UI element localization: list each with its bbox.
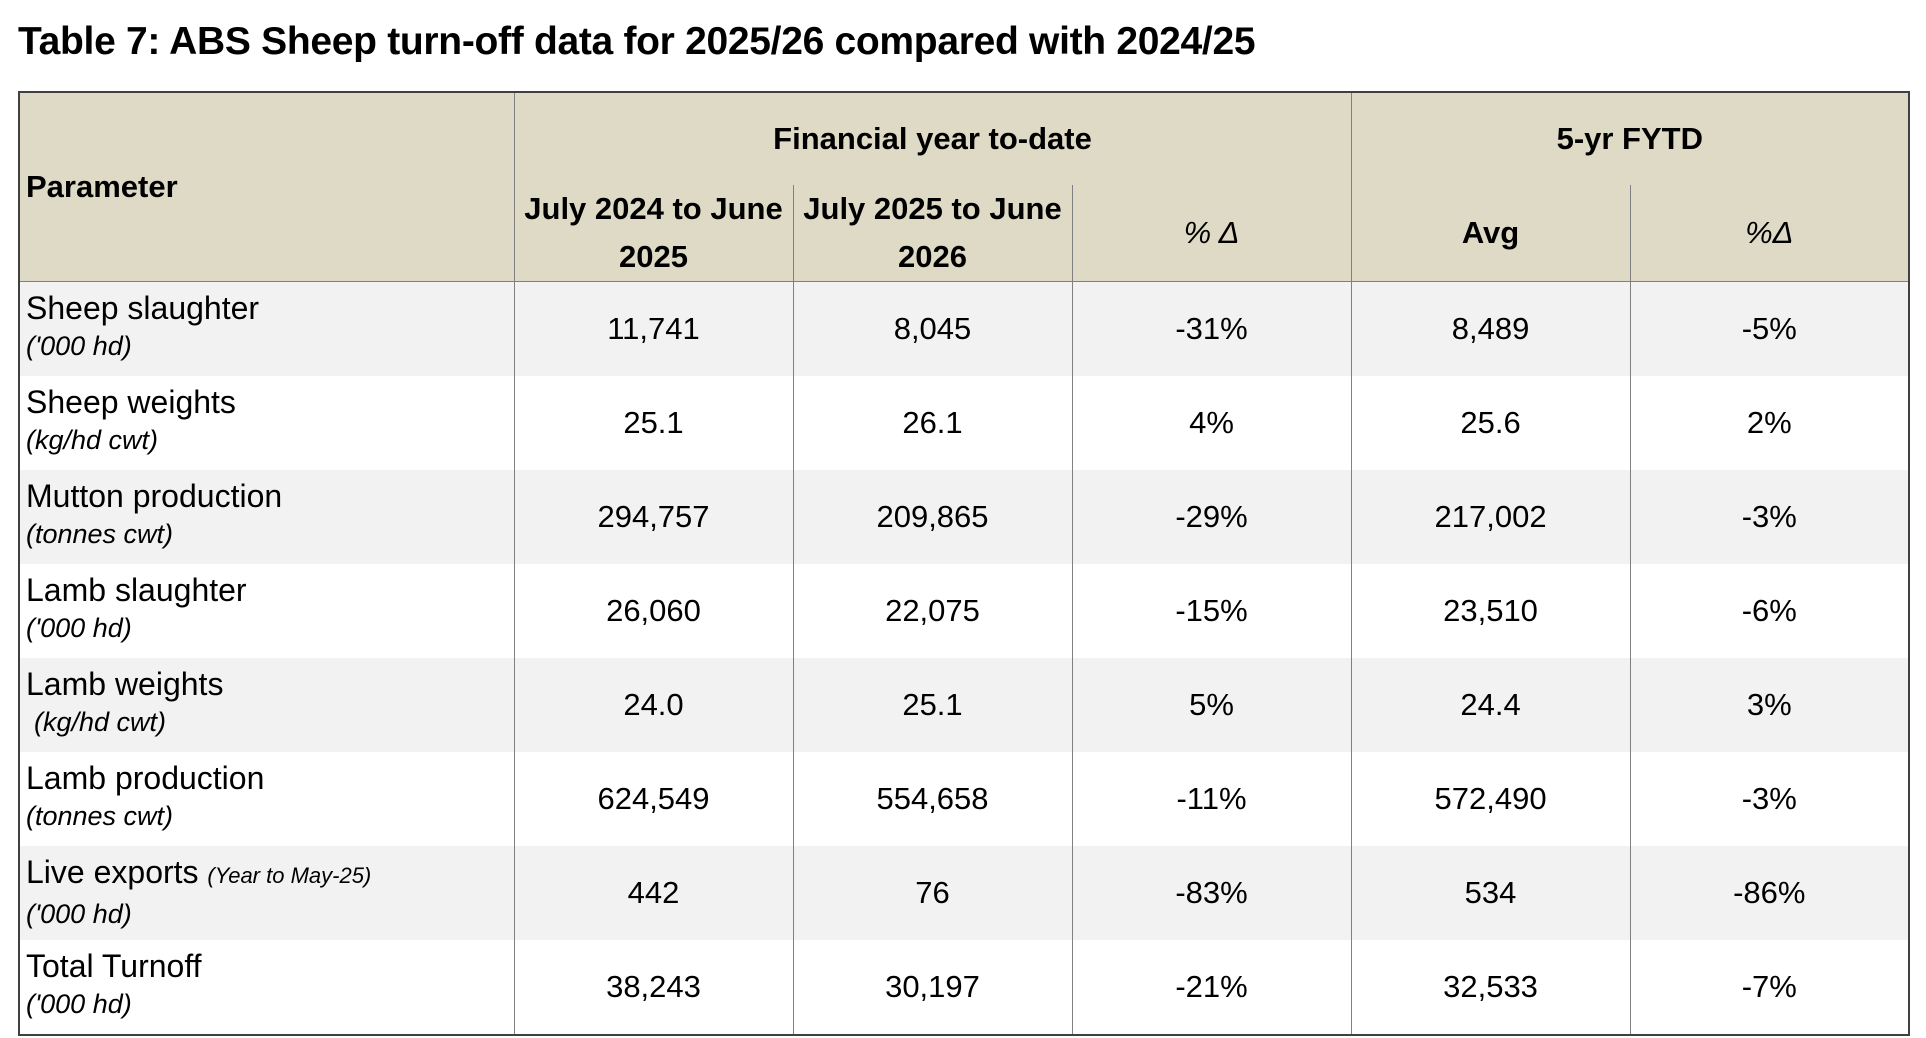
cell-2024-25: 294,757 (514, 470, 794, 564)
cell-2024-25: 624,549 (514, 752, 794, 846)
parameter-unit: (tonnes cwt) (26, 519, 174, 549)
table-row: Sheep weights (kg/hd cwt) 25.1 26.1 4% 25.6 2% (19, 376, 1910, 470)
cell-pct-change: -15% (1072, 564, 1352, 658)
cell-2024-25: 24.0 (514, 658, 794, 752)
parameter-name-line: Lamb slaughter (26, 564, 514, 610)
cell-pct-change: -31% (1072, 281, 1352, 376)
parameter-name: Lamb slaughter (26, 572, 247, 608)
table-body: Sheep slaughter ('000 hd) 11,741 8,045 -31% 8… (19, 281, 1910, 1035)
cell-5yr-pct-change: -7% (1630, 940, 1910, 1035)
cell-5yr-pct-change: -5% (1630, 281, 1910, 376)
parameter-name-line: Lamb production (26, 752, 514, 798)
cell-5yr-avg: 32,533 (1351, 940, 1631, 1035)
row-parameter: Lamb slaughter ('000 hd) (19, 564, 515, 658)
cell-2025-26: 22,075 (793, 564, 1073, 658)
parameter-unit: ('000 hd) (26, 613, 132, 643)
parameter-unit: (tonnes cwt) (26, 801, 174, 831)
parameter-unit: ('000 hd) (26, 331, 132, 361)
header-col-2025-26-line2: 2026 (898, 239, 967, 274)
parameter-unit: (kg/hd cwt) (26, 425, 159, 455)
header-col-2025-26-line1: July 2025 to June (803, 191, 1062, 226)
cell-pct-change: -11% (1072, 752, 1352, 846)
cell-5yr-pct-change: -3% (1630, 752, 1910, 846)
table-row: Lamb production (tonnes cwt) 624,549 554,65… (19, 752, 1910, 846)
parameter-unit: ('000 hd) (26, 899, 132, 929)
cell-pct-change: -29% (1072, 470, 1352, 564)
turnoff-table: Parameter Financial year to-date 5-yr FY… (18, 91, 1911, 1036)
cell-2024-25: 11,741 (514, 281, 794, 376)
table-row: Lamb slaughter ('000 hd) 26,060 22,075 -15% 2… (19, 564, 1910, 658)
cell-2025-26: 209,865 (793, 470, 1073, 564)
cell-pct-change: 4% (1072, 376, 1352, 470)
table-row: Lamb weights (kg/hd cwt) 24.0 25.1 5% 24.4 3% (19, 658, 1910, 752)
row-parameter: Lamb production (tonnes cwt) (19, 752, 515, 846)
parameter-name: Lamb production (26, 760, 265, 796)
header-col-2024-25: July 2024 to June 2025 (514, 185, 794, 282)
cell-5yr-avg: 8,489 (1351, 281, 1631, 376)
cell-5yr-pct-change: 2% (1630, 376, 1910, 470)
cell-2025-26: 26.1 (793, 376, 1073, 470)
header-col-2024-25-line2: 2025 (619, 239, 688, 274)
table-row: Sheep slaughter ('000 hd) 11,741 8,045 -31% 8… (19, 281, 1910, 376)
parameter-name: Sheep weights (26, 384, 236, 420)
cell-5yr-avg: 25.6 (1351, 376, 1631, 470)
parameter-name: Total Turnoff (26, 948, 202, 984)
header-row-groups: Parameter Financial year to-date 5-yr FY… (19, 92, 1910, 282)
cell-pct-change: -21% (1072, 940, 1352, 1035)
cell-pct-change: 5% (1072, 658, 1352, 752)
cell-2025-26: 8,045 (793, 281, 1073, 376)
cell-5yr-pct-change: -6% (1630, 564, 1910, 658)
cell-5yr-avg: 534 (1351, 846, 1631, 940)
table-row: Mutton production (tonnes cwt) 294,757 209,… (19, 470, 1910, 564)
cell-5yr-avg: 24.4 (1351, 658, 1631, 752)
header-col-2024-25-line1: July 2024 to June (524, 191, 783, 226)
header-5yr-fytd: 5-yr FYTD (1351, 92, 1910, 185)
parameter-name-line: Sheep slaughter (26, 282, 514, 328)
header-parameter: Parameter (19, 92, 515, 282)
parameter-name-line: Total Turnoff (26, 940, 514, 986)
parameter-unit: (kg/hd cwt) (34, 707, 167, 737)
row-parameter: Sheep slaughter ('000 hd) (19, 281, 515, 376)
cell-2024-25: 38,243 (514, 940, 794, 1035)
cell-2024-25: 25.1 (514, 376, 794, 470)
table-header: Parameter Financial year to-date 5-yr FY… (19, 92, 1910, 282)
cell-2025-26: 25.1 (793, 658, 1073, 752)
parameter-name: Mutton production (26, 478, 283, 514)
header-col-avg: Avg (1351, 185, 1631, 282)
cell-2024-25: 26,060 (514, 564, 794, 658)
row-parameter: Mutton production (tonnes cwt) (19, 470, 515, 564)
table-row: Total Turnoff ('000 hd) 38,243 30,197 -21% 32… (19, 940, 1910, 1035)
cell-5yr-avg: 572,490 (1351, 752, 1631, 846)
header-row-columns: July 2024 to June 2025 July 2025 to June… (19, 185, 1910, 282)
cell-5yr-avg: 217,002 (1351, 470, 1631, 564)
cell-5yr-pct-change: -3% (1630, 470, 1910, 564)
cell-2025-26: 30,197 (793, 940, 1073, 1035)
parameter-note: (Year to May-25) (207, 863, 372, 888)
parameter-name: Sheep slaughter (26, 290, 260, 326)
row-parameter: Lamb weights (kg/hd cwt) (19, 658, 515, 752)
header-col-pct-change: % Δ (1072, 185, 1352, 282)
header-col-2025-26: July 2025 to June 2026 (793, 185, 1073, 282)
cell-5yr-pct-change: -86% (1630, 846, 1910, 940)
cell-2025-26: 76 (793, 846, 1073, 940)
parameter-name-line: Mutton production (26, 470, 514, 516)
header-col-pct-change-5yr: %Δ (1630, 185, 1910, 282)
parameter-name: Lamb weights (26, 666, 224, 702)
row-parameter: Live exports (Year to May-25) ('000 hd) (19, 846, 515, 940)
row-parameter: Total Turnoff ('000 hd) (19, 940, 515, 1035)
cell-2024-25: 442 (514, 846, 794, 940)
cell-5yr-pct-change: 3% (1630, 658, 1910, 752)
parameter-name-line: Lamb weights (26, 658, 514, 704)
cell-pct-change: -83% (1072, 846, 1352, 940)
parameter-unit: ('000 hd) (26, 989, 132, 1019)
parameter-name-line: Sheep weights (26, 376, 514, 422)
table-title: Table 7: ABS Sheep turn-off data for 202… (18, 20, 1256, 63)
row-parameter: Sheep weights (kg/hd cwt) (19, 376, 515, 470)
header-financial-year: Financial year to-date (514, 92, 1352, 185)
cell-5yr-avg: 23,510 (1351, 564, 1631, 658)
cell-2025-26: 554,658 (793, 752, 1073, 846)
parameter-name-line: Live exports (Year to May-25) (26, 846, 514, 896)
parameter-name: Live exports (26, 854, 199, 890)
table-row: Live exports (Year to May-25) ('000 hd) 44… (19, 846, 1910, 940)
